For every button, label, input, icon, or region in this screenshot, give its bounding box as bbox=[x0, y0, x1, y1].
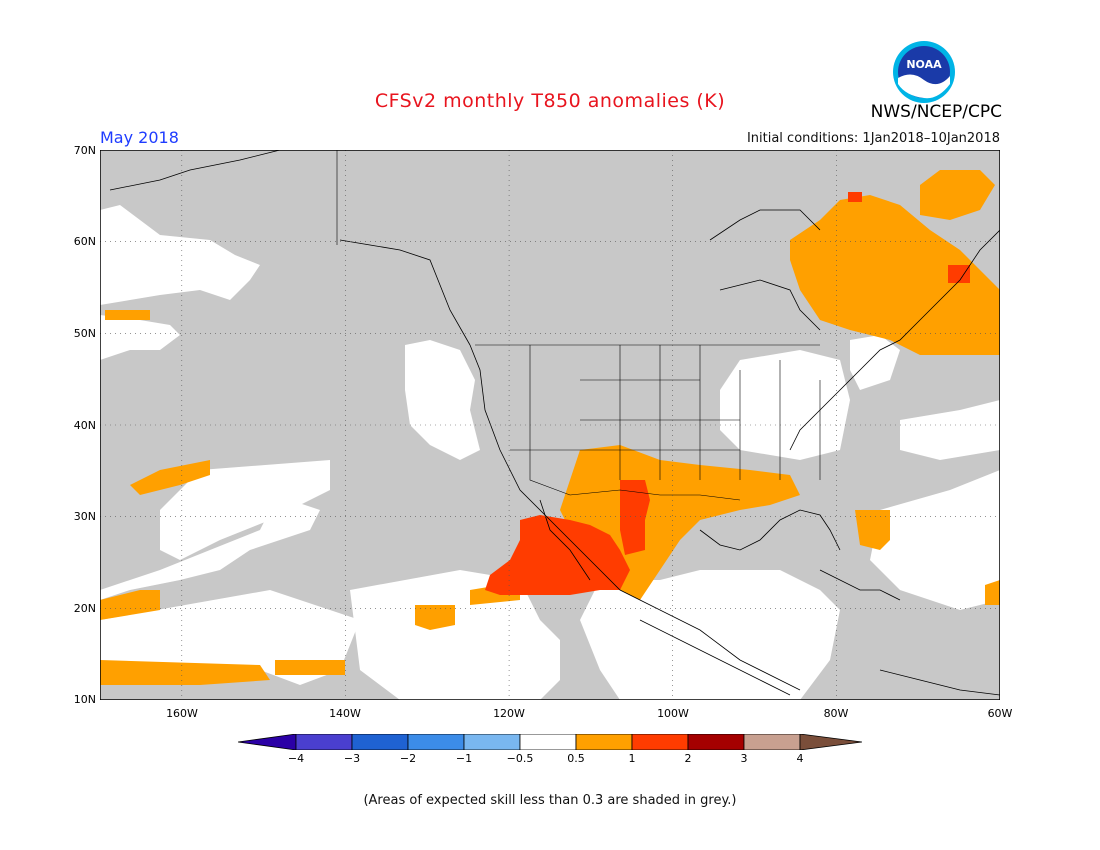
political-borders bbox=[336, 150, 821, 501]
lat-label-70n: 70N bbox=[73, 144, 96, 157]
grid-lines bbox=[100, 150, 1000, 700]
lon-label-160w: 160W bbox=[166, 707, 198, 720]
lat-label-20n: 20N bbox=[73, 602, 96, 615]
noaa-logo-icon: NOAA bbox=[893, 41, 955, 103]
legend-bin bbox=[743, 734, 801, 750]
svg-text:NOAA: NOAA bbox=[906, 58, 942, 71]
initial-conditions: Initial conditions: 1Jan2018–10Jan2018 bbox=[746, 131, 1000, 146]
legend-label: 2 bbox=[684, 752, 692, 765]
lat-label-60n: 60N bbox=[73, 235, 96, 248]
legend-label: −3 bbox=[343, 752, 361, 765]
lon-label-80w: 80W bbox=[823, 707, 849, 720]
legend-bin bbox=[463, 734, 521, 750]
forecast-month: May 2018 bbox=[100, 128, 179, 147]
legend-arrow-left bbox=[238, 734, 297, 750]
color-legend bbox=[238, 734, 862, 750]
lat-label-50n: 50N bbox=[73, 327, 96, 340]
chart-title: CFSv2 monthly T850 anomalies (K) bbox=[374, 90, 726, 112]
legend-label: 0.5 bbox=[567, 752, 585, 765]
legend-arrow-right bbox=[799, 734, 862, 750]
legend-label: −4 bbox=[287, 752, 305, 765]
footnote: (Areas of expected skill less than 0.3 a… bbox=[363, 793, 737, 808]
legend-label: 4 bbox=[796, 752, 804, 765]
lat-label-30n: 30N bbox=[73, 510, 96, 523]
legend-bin bbox=[351, 734, 409, 750]
legend-label: −1 bbox=[455, 752, 473, 765]
legend-bin bbox=[687, 734, 745, 750]
lat-label-10n: 10N bbox=[73, 693, 96, 706]
legend-label: 3 bbox=[740, 752, 748, 765]
agency-label: NWS/NCEP/CPC bbox=[870, 102, 1002, 122]
anomaly-1-to-2 bbox=[485, 192, 970, 595]
lon-label-100w: 100W bbox=[657, 707, 689, 720]
legend-label: −2 bbox=[399, 752, 417, 765]
lat-label-40n: 40N bbox=[73, 419, 96, 432]
legend-bin bbox=[295, 734, 353, 750]
legend-bin bbox=[519, 734, 577, 750]
legend-label: 1 bbox=[628, 752, 636, 765]
legend-label: −0.5 bbox=[506, 752, 534, 765]
lon-label-60w: 60W bbox=[987, 707, 1013, 720]
lon-label-120w: 120W bbox=[493, 707, 525, 720]
coastlines bbox=[109, 150, 1000, 696]
legend-bin bbox=[631, 734, 689, 750]
legend-bin bbox=[407, 734, 465, 750]
anomaly-map bbox=[100, 150, 1000, 700]
legend-bin bbox=[575, 734, 633, 750]
lon-label-140w: 140W bbox=[329, 707, 361, 720]
